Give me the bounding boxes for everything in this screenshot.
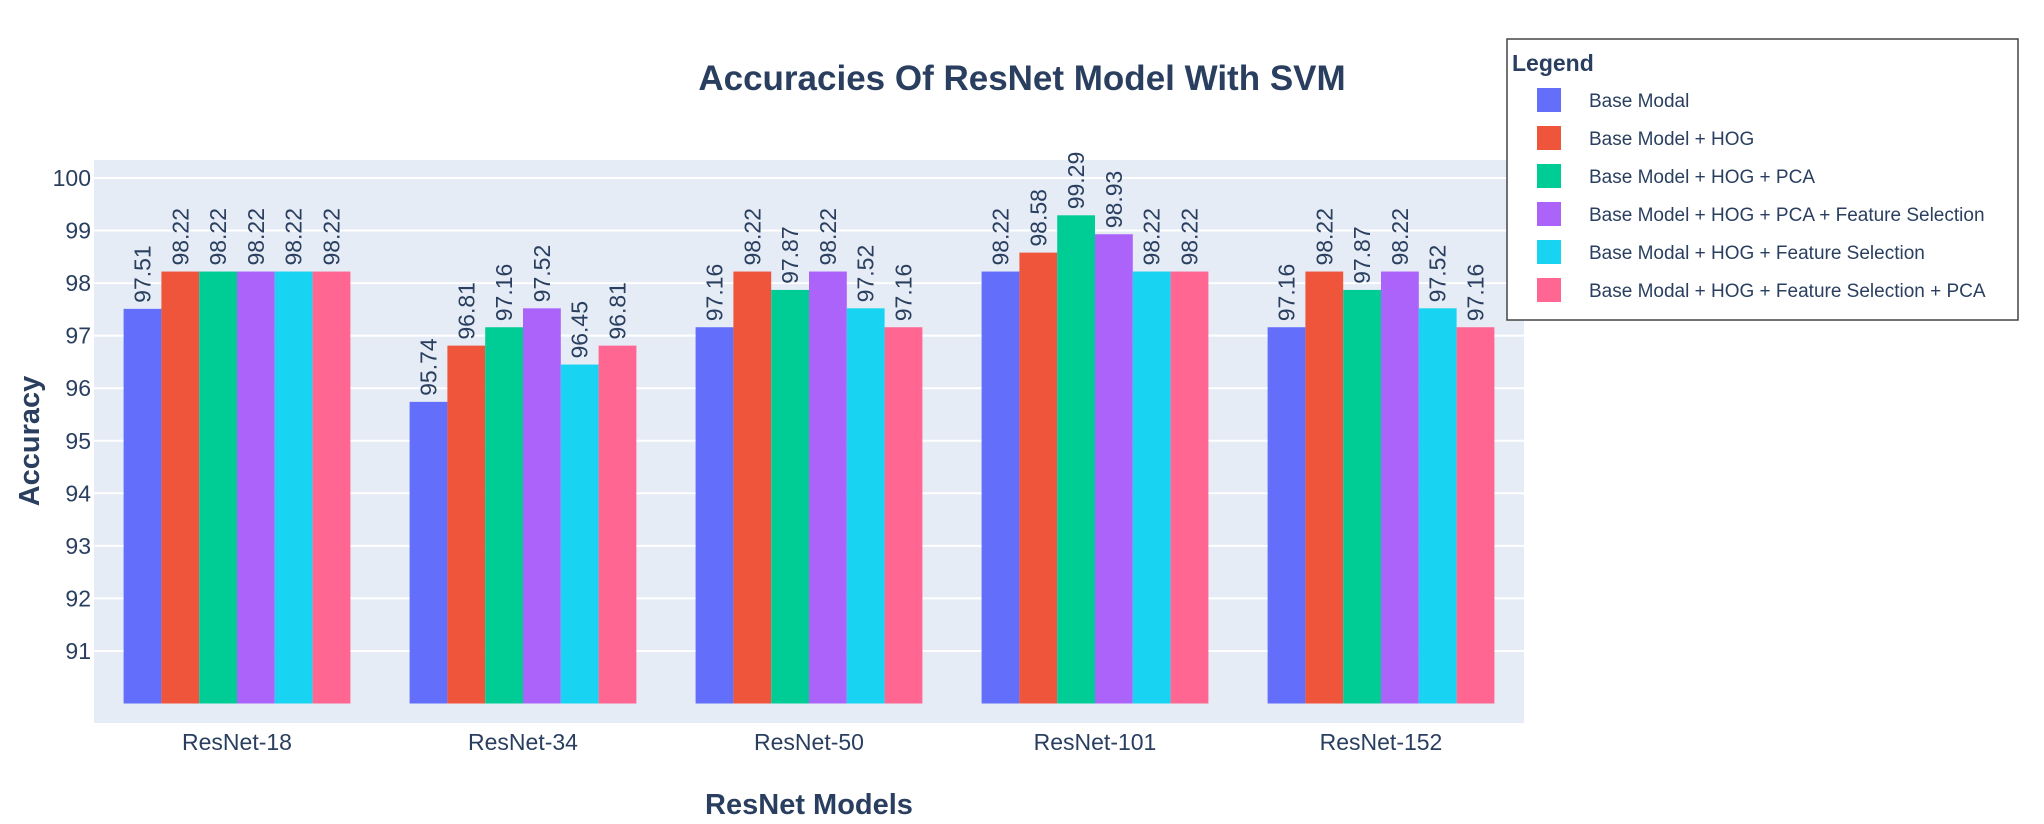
legend-label: Base Model + HOG + PCA + Feature Selecti…	[1589, 205, 1985, 226]
y-axis-title: Accuracy	[14, 376, 46, 507]
legend-swatch	[1537, 164, 1561, 188]
y-tick-label: 96	[65, 375, 91, 401]
bar	[409, 401, 448, 704]
data-label: 98.22	[988, 208, 1014, 266]
data-label: 98.22	[739, 208, 765, 266]
y-tick-label: 98	[65, 270, 91, 296]
bar	[161, 271, 200, 704]
bar	[1305, 271, 1344, 704]
data-label: 97.52	[529, 245, 555, 303]
data-label: 98.22	[1139, 208, 1165, 266]
y-tick-label: 93	[65, 533, 91, 559]
data-label: 97.52	[1425, 245, 1451, 303]
bar	[1057, 215, 1095, 704]
bar	[1267, 327, 1306, 704]
data-label: 97.16	[1463, 264, 1489, 322]
bar	[846, 308, 885, 704]
y-tick-label: 92	[65, 585, 91, 611]
bar	[1132, 271, 1171, 704]
y-tick-label: 91	[65, 638, 91, 664]
bar	[523, 308, 561, 704]
x-tick-label: ResNet-152	[1320, 729, 1443, 755]
bar	[1456, 327, 1495, 704]
data-label: 97.16	[891, 264, 917, 322]
x-axis-title: ResNet Models	[705, 789, 913, 821]
bar	[199, 271, 237, 704]
data-label: 97.52	[853, 245, 879, 303]
data-label: 98.58	[1025, 189, 1051, 247]
legend-title: Legend	[1512, 50, 1594, 76]
bar	[447, 345, 486, 704]
x-tick-label: ResNet-50	[754, 729, 864, 755]
bar	[733, 271, 772, 704]
data-label: 98.22	[319, 208, 345, 266]
bar	[1418, 308, 1457, 704]
legend-label: Base Model + HOG	[1589, 129, 1754, 150]
data-labels: 97.51 98.22 98.22 98.22 98.22 98.22 95.74 96.81…	[130, 152, 1489, 396]
bar	[1170, 271, 1209, 704]
legend-swatch	[1537, 278, 1561, 302]
data-label: 95.74	[416, 338, 442, 396]
legend-label: Base Model + HOG + PCA	[1589, 167, 1815, 188]
bar	[1381, 271, 1419, 704]
x-tick-label: ResNet-18	[182, 729, 292, 755]
bar	[1019, 252, 1058, 704]
data-label: 98.22	[1387, 208, 1413, 266]
data-label: 96.81	[605, 282, 631, 340]
legend-swatch	[1537, 240, 1561, 264]
legend-items: Base Modal Base Model + HOG Base Model + H…	[1537, 88, 1986, 302]
x-axis-ticks: ResNet-18 ResNet-34 ResNet-50 ResNet-101 Res…	[182, 729, 1442, 755]
bar	[695, 327, 734, 704]
y-tick-label: 100	[53, 165, 91, 191]
data-label: 99.29	[1063, 152, 1089, 210]
data-label: 98.22	[1311, 208, 1337, 266]
data-label: 98.22	[243, 208, 269, 266]
legend-label: Base Modal	[1589, 91, 1689, 112]
data-label: 98.22	[281, 208, 307, 266]
bar	[884, 327, 923, 704]
data-label: 98.22	[815, 208, 841, 266]
bar	[981, 271, 1020, 704]
bars	[123, 215, 1495, 704]
bar	[771, 289, 809, 704]
x-tick-label: ResNet-101	[1034, 729, 1157, 755]
data-label: 97.87	[777, 226, 803, 284]
bar	[274, 271, 313, 704]
data-label: 96.81	[453, 282, 479, 340]
data-label: 96.45	[567, 301, 593, 359]
bar	[560, 364, 599, 704]
y-tick-label: 94	[65, 480, 91, 506]
data-label: 97.16	[702, 264, 728, 322]
data-label: 98.93	[1101, 171, 1127, 229]
legend-box	[1506, 38, 2019, 321]
legend-swatch	[1537, 202, 1561, 226]
data-label: 98.22	[205, 208, 231, 266]
data-label: 98.22	[167, 208, 193, 266]
chart-title: Accuracies Of ResNet Model With SVM	[698, 59, 1345, 98]
y-axis-ticks: 91 92 93 94 95 96 97 98 99 100	[53, 165, 92, 664]
data-label: 97.51	[130, 245, 156, 303]
data-label: 97.16	[1274, 264, 1300, 322]
legend-swatch	[1537, 88, 1561, 112]
data-label: 97.87	[1349, 226, 1375, 284]
x-tick-label: ResNet-34	[468, 729, 578, 755]
legend-label: Base Modal + HOG + Feature Selection	[1589, 243, 1925, 264]
legend-swatch	[1537, 126, 1561, 150]
data-label: 97.16	[491, 264, 517, 322]
legend-label: Base Modal + HOG + Feature Selection + P…	[1589, 281, 1986, 302]
data-label: 98.22	[1177, 208, 1203, 266]
bar	[598, 345, 637, 704]
bar	[237, 271, 275, 704]
y-tick-label: 99	[65, 218, 91, 244]
bar	[809, 271, 847, 704]
bar	[1095, 234, 1133, 704]
y-tick-label: 97	[65, 323, 91, 349]
bar	[1343, 289, 1381, 704]
bar	[312, 271, 351, 704]
bar	[485, 327, 523, 704]
bar	[123, 308, 162, 704]
y-tick-label: 95	[65, 428, 91, 454]
